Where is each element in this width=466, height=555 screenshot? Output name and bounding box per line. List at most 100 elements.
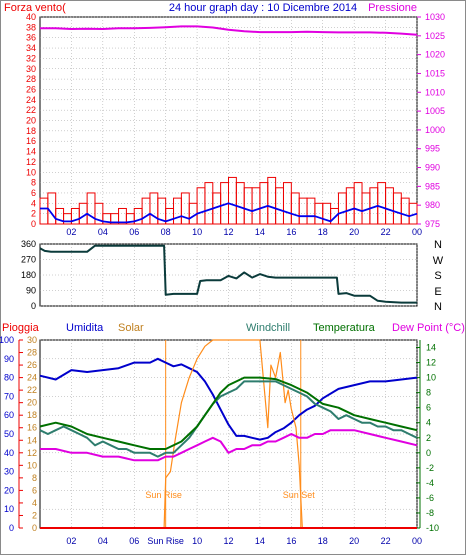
legend-row: Pioggia Umidita Solar Windchill Temperat… [2,322,465,334]
x-tick-label: 06 [129,536,139,546]
y-tick-label-rain: 10 [27,460,37,470]
y-tick-label-rain: 26 [27,360,37,370]
compass-label: N [434,301,442,313]
humidity-line [39,357,418,441]
y-tick-label: 360 [21,239,36,249]
y-tick-label-rain: 0 [32,523,37,533]
y-tick-label-right: 1015 [425,68,445,78]
y-tick-label-right: 1000 [425,125,445,135]
y-tick-label-temp: 4 [426,418,431,428]
x-tick-label: 00 [412,536,422,546]
y-tick-label-right: 1030 [425,12,445,22]
x-tick-label: 02 [66,536,76,546]
y-tick-label-left: 24 [26,95,36,105]
x-tick-label: 14 [255,227,265,237]
y-tick-label-left: 8 [31,178,36,188]
y-tick-label-rain: 22 [27,385,37,395]
y-tick-label-rain: 20 [27,398,37,408]
y-tick-label: 0 [31,301,36,311]
x-tick-label: 16 [286,227,296,237]
y-tick-label-temp: -4 [426,478,434,488]
y-tick-label-left: 4 [31,198,36,208]
y-tick-label-rain: 30 [27,335,37,345]
y-tick-label-temp: -6 [426,493,434,503]
y-tick-label-rain: 28 [27,348,37,358]
compass-label: E [434,286,441,298]
y-tick-label-temp: 14 [426,343,436,353]
graph-title: 24 hour graph day : 10 Dicembre 2014 [169,2,357,14]
y-tick-label-right: 995 [425,144,440,154]
wind-axis-label: Forza vento( [4,2,66,14]
compass-label: N [434,239,442,251]
y-tick-label-left: 40 [26,12,36,22]
y-tick-label-left: 2 [31,209,36,219]
legend-windchill: Windchill [246,322,290,334]
x-tick-label: 02 [66,227,76,237]
y-tick-label-rain: 8 [32,473,37,483]
y-tick-label-left: 14 [26,147,36,157]
y-tick-label-humidity: 10 [4,504,14,514]
y-tick-label-left: 12 [26,157,36,167]
x-tick-label: 00 [412,227,422,237]
x-tick-label: 12 [223,227,233,237]
x-tick-label: 22 [381,536,391,546]
y-tick-label: 270 [21,255,36,265]
y-tick-label-temp: 6 [426,403,431,413]
y-tick-label-humidity: 70 [4,391,14,401]
y-tick-label-temp: 10 [426,373,436,383]
x-tick-label: 10 [192,536,202,546]
y-tick-label-right: 1025 [425,31,445,41]
x-tick-label: 12 [223,536,233,546]
y-tick-label-right: 1005 [425,106,445,116]
x-tick-label: Sun Rise [147,536,184,546]
y-tick-label-humidity: 0 [9,523,14,533]
x-tick-label: 18 [318,536,328,546]
y-tick-label-left: 38 [26,22,36,32]
y-tick-label-humidity: 100 [0,335,14,345]
y-tick-label-humidity: 50 [4,429,14,439]
y-tick-label-rain: 2 [32,510,37,520]
y-tick-label-humidity: 80 [4,373,14,383]
wind-avg-line [40,202,418,224]
y-tick-label-left: 28 [26,74,36,84]
y-tick-label-left: 20 [26,116,36,126]
y-tick-label-temp: -10 [426,523,439,533]
y-tick-label-humidity: 20 [4,485,14,495]
sunrise-label: Sun Rise [145,490,182,500]
y-tick-label-rain: 16 [27,423,37,433]
y-tick-label: 180 [21,270,36,280]
temperature-humidity-panel: 0102030405060708090100024681012141618202… [0,335,439,546]
solar-line [40,339,417,529]
y-tick-label-left: 16 [26,136,36,146]
y-tick-label-temp: -2 [426,463,434,473]
x-tick-label: 06 [129,227,139,237]
x-tick-label: 08 [161,227,171,237]
legend-rain: Pioggia [2,322,40,334]
y-tick-label-right: 990 [425,163,440,173]
y-tick-label-temp: -8 [426,508,434,518]
legend-solar: Solar [118,322,144,334]
y-tick-label-rain: 4 [32,498,37,508]
y-tick-label-left: 32 [26,53,36,63]
pressure-line [40,25,418,36]
y-tick-label-left: 18 [26,126,36,136]
y-tick-label-right: 975 [425,219,440,229]
windchill-line [39,380,418,458]
y-tick-label: 90 [26,286,36,296]
pressure-axis-label: Pressione [368,2,417,14]
y-tick-label-left: 34 [26,43,36,53]
y-tick-label-humidity: 40 [4,448,14,458]
legend-dewpoint: Dew Point (°C) [392,322,465,334]
x-tick-label: 10 [192,227,202,237]
x-tick-label: 20 [349,227,359,237]
y-tick-label-temp: 8 [426,388,431,398]
y-tick-label-right: 985 [425,181,440,191]
y-tick-label-temp: 12 [426,358,436,368]
y-tick-label-rain: 12 [27,448,37,458]
y-tick-label-rain: 18 [27,410,37,420]
y-tick-label-right: 1010 [425,87,445,97]
x-tick-label: 18 [318,227,328,237]
x-tick-label: 20 [349,536,359,546]
